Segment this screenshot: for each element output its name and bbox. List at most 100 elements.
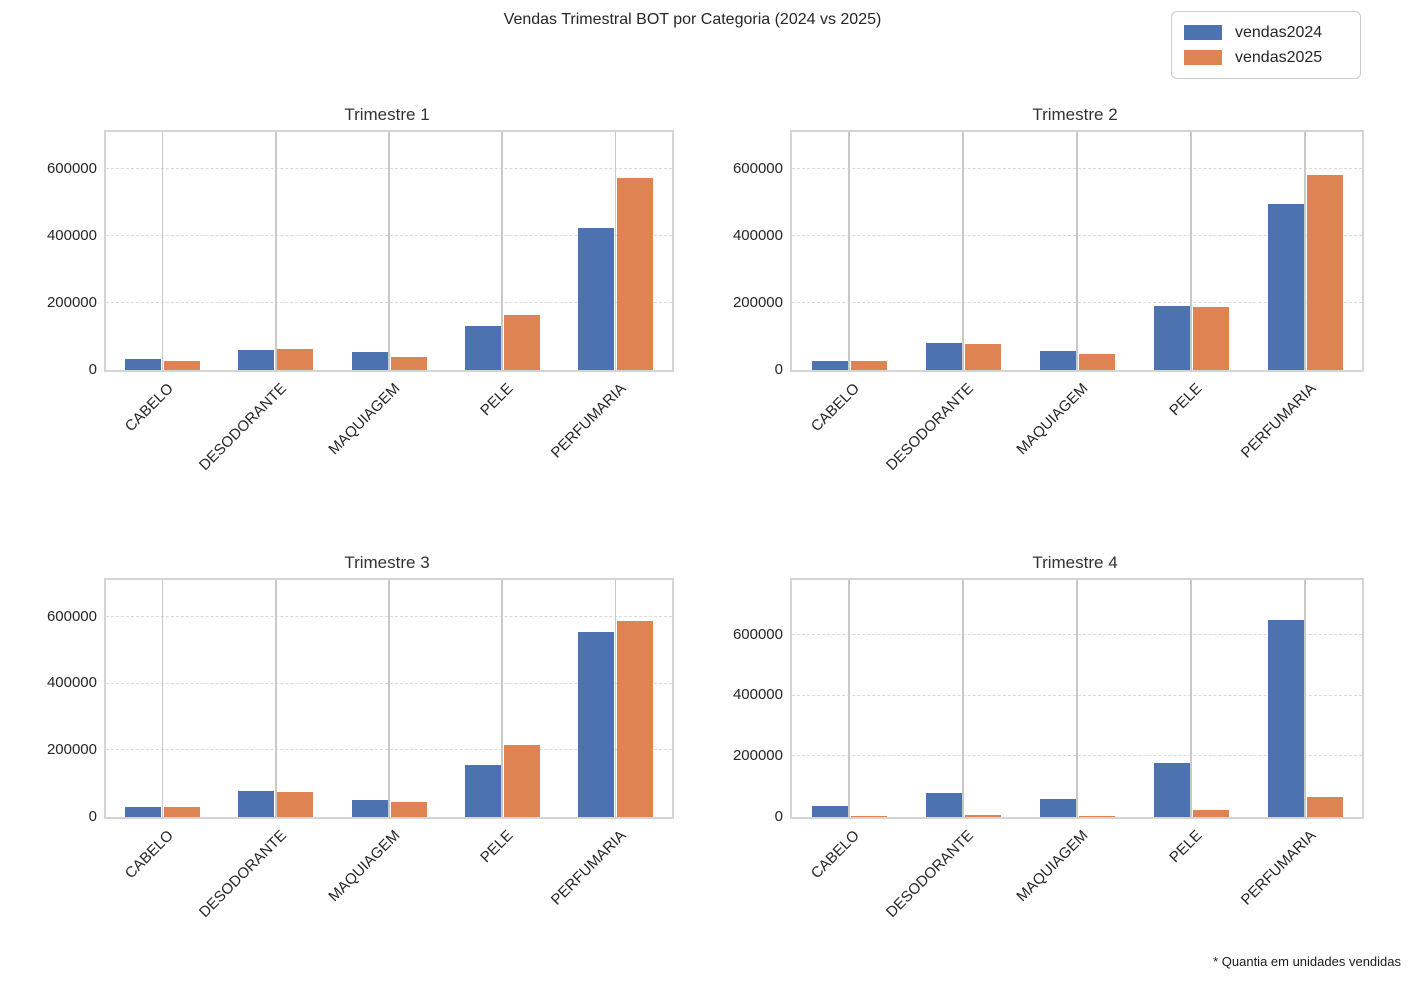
x-tick-label: MAQUIAGEM bbox=[324, 827, 404, 906]
bar-vendas2025-pele bbox=[503, 314, 540, 370]
bar-vendas2024-pele bbox=[464, 764, 501, 817]
bar-vendas2024-desodorante bbox=[925, 342, 962, 370]
x-tick-label: CABELO bbox=[121, 380, 177, 436]
legend: vendas2024 vendas2025 bbox=[1171, 11, 1361, 79]
subplot-title-trimestre-1: Trimestre 1 bbox=[344, 105, 430, 124]
x-tick-label: PELE bbox=[477, 827, 517, 867]
gridline-vertical bbox=[501, 132, 503, 370]
y-tick-label: 200000 bbox=[732, 747, 783, 765]
legend-label: vendas2025 bbox=[1235, 48, 1323, 66]
gridline-vertical bbox=[1304, 132, 1306, 370]
bar-vendas2025-desodorante bbox=[964, 814, 1001, 817]
gridline-vertical bbox=[1304, 580, 1306, 817]
x-tick-label: CABELO bbox=[807, 827, 864, 883]
gridline-vertical bbox=[1076, 132, 1078, 370]
plot-area-trimestre-1: 0 200000 400000 600000 CABELO DESODORANTE MAQU… bbox=[47, 130, 674, 474]
gridline-vertical bbox=[275, 580, 277, 817]
bar-vendas2024-cabelo bbox=[125, 806, 162, 817]
y-tick-label: 0 bbox=[88, 808, 97, 825]
bar-vendas2024-desodorante bbox=[238, 349, 275, 370]
bar-vendas2025-desodorante bbox=[277, 791, 314, 817]
y-tick-label: 400000 bbox=[732, 686, 783, 704]
y-tick-label: 0 bbox=[88, 361, 97, 378]
bar-vendas2024-maquiagem bbox=[1039, 350, 1076, 370]
subplot-title-trimestre-4: Trimestre 4 bbox=[1032, 553, 1118, 572]
bar-vendas2025-maquiagem bbox=[390, 802, 427, 817]
bar-vendas2024-pele bbox=[1153, 305, 1190, 370]
gridline-vertical bbox=[1190, 132, 1192, 370]
y-tick-label: 200000 bbox=[46, 293, 97, 311]
subplot-title-trimestre-2: Trimestre 2 bbox=[1032, 105, 1118, 124]
bar-vendas2024-perfumaria bbox=[1267, 620, 1304, 817]
x-tick-label: PERFUMARIA bbox=[547, 827, 630, 909]
bar-vendas2024-pele bbox=[464, 326, 501, 370]
gridline-vertical bbox=[1076, 580, 1078, 817]
x-tick-label: PERFUMARIA bbox=[1237, 380, 1320, 462]
bar-vendas2025-maquiagem bbox=[390, 356, 427, 370]
bar-vendas2024-cabelo bbox=[125, 358, 162, 370]
bar-vendas2025-desodorante bbox=[277, 348, 314, 370]
x-tick-label: MAQUIAGEM bbox=[1012, 827, 1092, 906]
y-tick-label: 400000 bbox=[46, 226, 97, 244]
x-tick-label: PERFUMARIA bbox=[1237, 827, 1320, 909]
x-tick-label: DESODORANTE bbox=[195, 827, 290, 921]
y-tick-label: 400000 bbox=[46, 674, 97, 692]
x-tick-label: DESODORANTE bbox=[195, 380, 290, 474]
gridline-vertical bbox=[275, 132, 277, 370]
bar-vendas2025-cabelo bbox=[164, 360, 201, 370]
y-tick-label: 0 bbox=[774, 808, 783, 825]
footnote: * Quantia em unidades vendidas bbox=[1213, 954, 1401, 969]
x-tick-label: MAQUIAGEM bbox=[1012, 380, 1092, 459]
bar-vendas2025-cabelo bbox=[850, 816, 887, 817]
plot-area-trimestre-2: 0 200000 400000 600000 CABELO DESODORANTE MAQU… bbox=[733, 130, 1364, 474]
x-tick-label: PELE bbox=[1165, 827, 1206, 867]
bar-vendas2024-cabelo bbox=[811, 360, 848, 370]
y-tick-label: 600000 bbox=[732, 625, 783, 643]
gridline-vertical bbox=[614, 132, 617, 370]
legend-item-vendas2025: vendas2025 bbox=[1184, 45, 1348, 70]
y-tick-label: 600000 bbox=[46, 607, 97, 625]
bar-vendas2024-maquiagem bbox=[351, 799, 388, 817]
plot-area-trimestre-4: 0 200000 400000 600000 CABELO DESODORANTE MAQU… bbox=[733, 578, 1364, 921]
bar-vendas2025-cabelo bbox=[164, 807, 201, 817]
y-tick-label: 0 bbox=[774, 361, 783, 378]
legend-swatch-icon-vendas2024 bbox=[1184, 25, 1222, 40]
bar-vendas2025-pele bbox=[1192, 307, 1229, 370]
bar-vendas2024-perfumaria bbox=[577, 632, 614, 817]
gridline-vertical bbox=[161, 580, 164, 817]
bar-vendas2025-pele bbox=[503, 744, 540, 817]
x-tick-label: PELE bbox=[477, 380, 517, 420]
gridline-vertical bbox=[614, 580, 617, 817]
bar-vendas2024-cabelo bbox=[811, 806, 848, 817]
gridline-vertical bbox=[388, 580, 390, 817]
x-tick-label: CABELO bbox=[121, 827, 177, 883]
x-tick-label: PERFUMARIA bbox=[547, 380, 630, 462]
gridline-vertical bbox=[848, 132, 850, 370]
bar-vendas2024-perfumaria bbox=[1267, 204, 1304, 370]
bar-vendas2025-perfumaria bbox=[616, 621, 653, 817]
bar-vendas2025-pele bbox=[1192, 810, 1229, 817]
legend-label: vendas2024 bbox=[1235, 23, 1323, 41]
bar-vendas2024-pele bbox=[1153, 762, 1190, 817]
bar-vendas2025-maquiagem bbox=[1078, 354, 1115, 370]
figure-title: Vendas Trimestral BOT por Categoria (202… bbox=[503, 11, 882, 28]
legend-item-vendas2024: vendas2024 bbox=[1184, 20, 1348, 45]
bar-vendas2025-perfumaria bbox=[1306, 174, 1343, 370]
bar-vendas2024-desodorante bbox=[925, 793, 962, 817]
y-tick-label: 600000 bbox=[46, 159, 97, 177]
y-tick-label: 600000 bbox=[732, 159, 783, 177]
y-tick-label: 200000 bbox=[46, 741, 97, 759]
x-tick-label: MAQUIAGEM bbox=[324, 380, 404, 459]
bar-vendas2024-maquiagem bbox=[351, 351, 388, 370]
gridline-vertical bbox=[161, 132, 164, 370]
bar-vendas2025-desodorante bbox=[964, 343, 1001, 370]
gridline-vertical bbox=[962, 580, 964, 817]
gridline-vertical bbox=[848, 580, 850, 817]
legend-swatch-icon-vendas2025 bbox=[1184, 50, 1222, 65]
gridline-vertical bbox=[388, 132, 390, 370]
subplot-title-trimestre-3: Trimestre 3 bbox=[344, 553, 430, 572]
x-tick-label: DESODORANTE bbox=[883, 380, 978, 474]
y-tick-label: 200000 bbox=[732, 293, 783, 311]
bar-vendas2024-perfumaria bbox=[577, 227, 614, 370]
